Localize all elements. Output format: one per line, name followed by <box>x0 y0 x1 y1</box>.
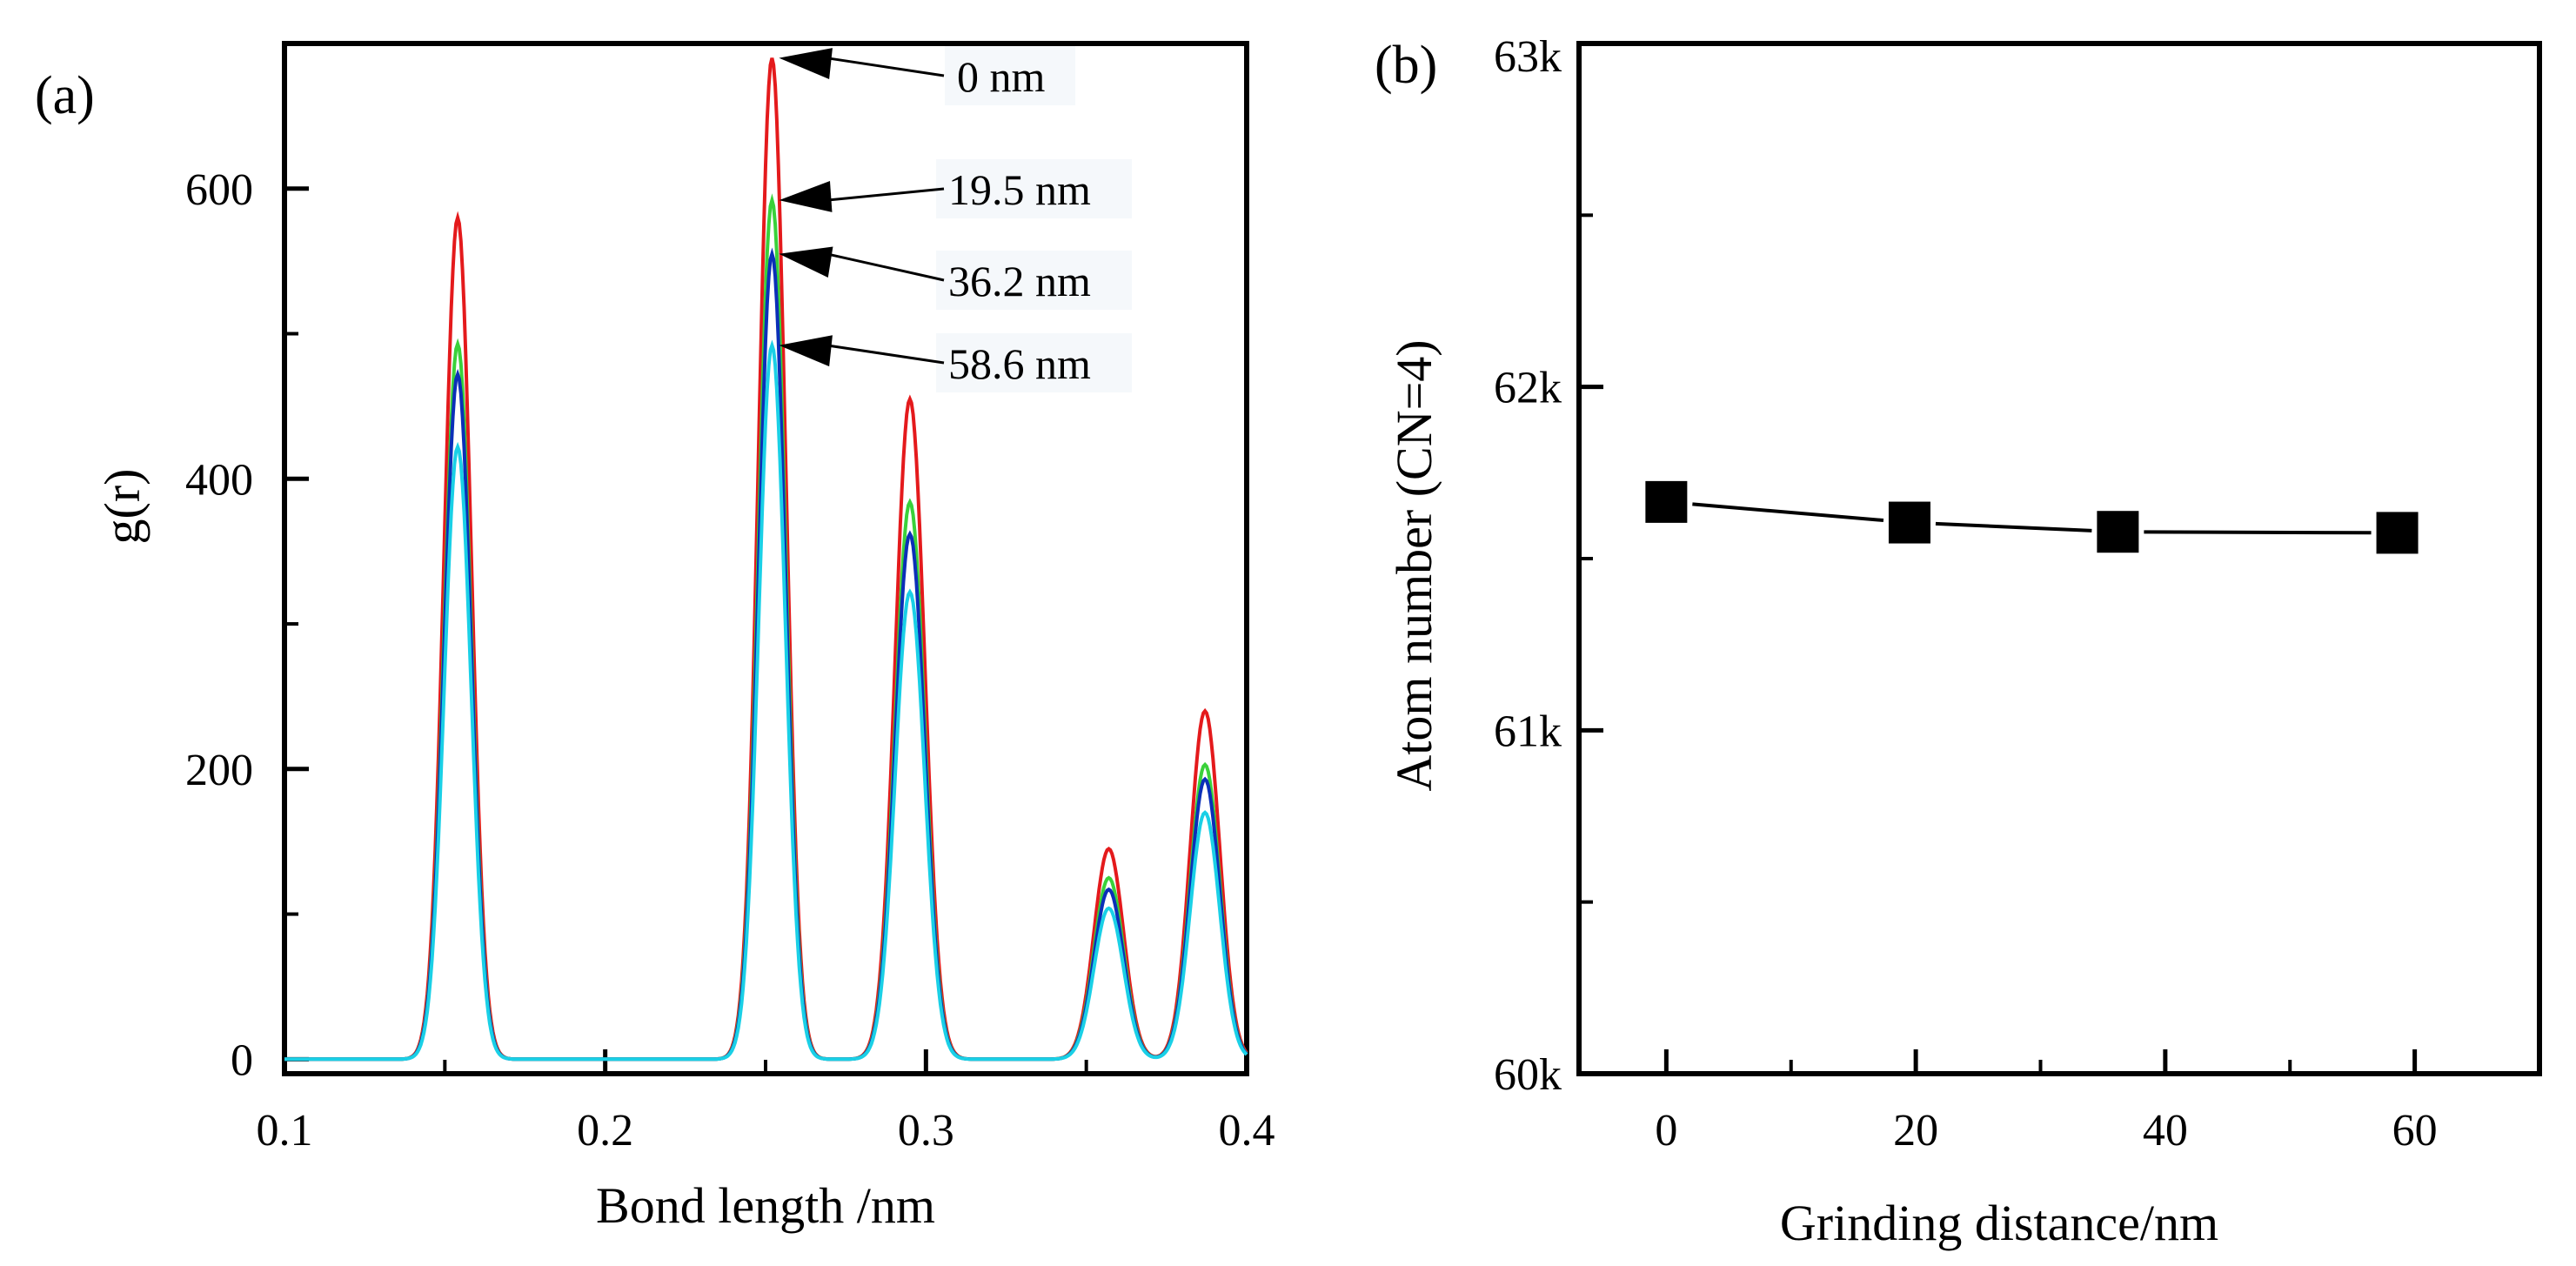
panel-a-x-tick-label: 0.2 <box>577 1106 633 1155</box>
panel-b-series <box>1645 480 2419 554</box>
panel-b-ticks: 0 20 40 60 60k 61k 62k 63k <box>1494 32 2438 1155</box>
panel-a-y-tick-label: 0 <box>231 1035 253 1085</box>
panel-a-series-line <box>284 339 1248 1062</box>
panel-a-y-axis-title: g(r) <box>94 469 151 545</box>
panel-b-y-axis-title: Atom number (CN=4) <box>1386 339 1442 791</box>
panel-b-x-axis-title: Grinding distance/nm <box>1780 1195 2218 1251</box>
annotation-label: 0 nm <box>957 52 1046 101</box>
panel-b-atom-number-chart: (b) 0 20 40 60 60k 61k 62k 63k Grinding distanc… <box>1375 32 2542 1251</box>
panel-b-y-tick-label: 62k <box>1494 364 1562 413</box>
panel-b-y-tick-label: 63k <box>1494 32 1562 82</box>
panel-a-ticks: 0.1 0.2 0.3 0.4 0 200 400 600 <box>185 165 1275 1155</box>
panel-a-series <box>284 57 1248 1062</box>
panel-b-series-segment <box>1935 521 2092 533</box>
panel-b-data-point <box>2376 512 2419 554</box>
annotation-arrow-line <box>826 344 945 365</box>
panel-b-x-tick-label: 60 <box>2392 1106 2438 1155</box>
annotation-arrow-line <box>826 57 945 77</box>
panel-b-data-point <box>1645 480 1688 523</box>
panel-b-data-point <box>1888 501 1930 544</box>
panel-b-label: (b) <box>1375 36 1437 95</box>
annotation-arrowhead <box>779 335 833 367</box>
panel-a-x-tick-label: 0.1 <box>257 1106 313 1155</box>
panel-b-x-tick-label: 20 <box>1893 1106 1938 1155</box>
panel-a-label: (a) <box>35 66 95 125</box>
annotation-label-bg <box>936 251 1132 310</box>
panel-a-y-tick-label: 200 <box>185 746 253 795</box>
panel-b-y-tick-label: 61k <box>1494 707 1562 756</box>
annotation-label: 19.5 nm <box>948 165 1091 214</box>
panel-a-x-tick-label: 0.4 <box>1219 1106 1275 1155</box>
annotation-label-bg <box>945 46 1075 105</box>
annotation-label-bg <box>936 159 1132 218</box>
annotation-arrowhead <box>779 246 833 278</box>
panel-b-x-tick-label: 40 <box>2143 1106 2188 1155</box>
panel-a-gr-chart: (a) 0.1 0.2 0.3 0.4 0 200 400 600 0 nm 19.5 nm 36… <box>35 41 1275 1234</box>
panel-a-y-tick-label: 600 <box>185 165 253 215</box>
panel-a-annotations: 0 nm 19.5 nm 36.2 nm 58.6 nm <box>779 46 1132 392</box>
panel-b-y-tick-label: 60k <box>1494 1050 1562 1100</box>
annotation-arrow-line <box>826 252 945 282</box>
panel-a-x-tick-label: 0.3 <box>898 1106 954 1155</box>
panel-b-series-segment <box>2144 530 2372 535</box>
panel-b-data-point <box>2097 511 2139 553</box>
panel-b-x-tick-label: 0 <box>1655 1106 1677 1155</box>
panel-a-y-tick-label: 400 <box>185 455 253 505</box>
annotation-label: 36.2 nm <box>948 257 1091 305</box>
panel-b-plot-frame <box>1576 41 2542 1076</box>
annotation-arrow-line <box>826 187 945 202</box>
annotation-label-bg <box>936 333 1132 392</box>
annotation-label: 58.6 nm <box>948 339 1091 388</box>
panel-b-series-segment <box>1692 502 1884 523</box>
annotation-arrowhead <box>779 48 833 79</box>
annotation-arrowhead <box>779 181 833 212</box>
panel-a-x-axis-title: Bond length /nm <box>596 1177 935 1234</box>
